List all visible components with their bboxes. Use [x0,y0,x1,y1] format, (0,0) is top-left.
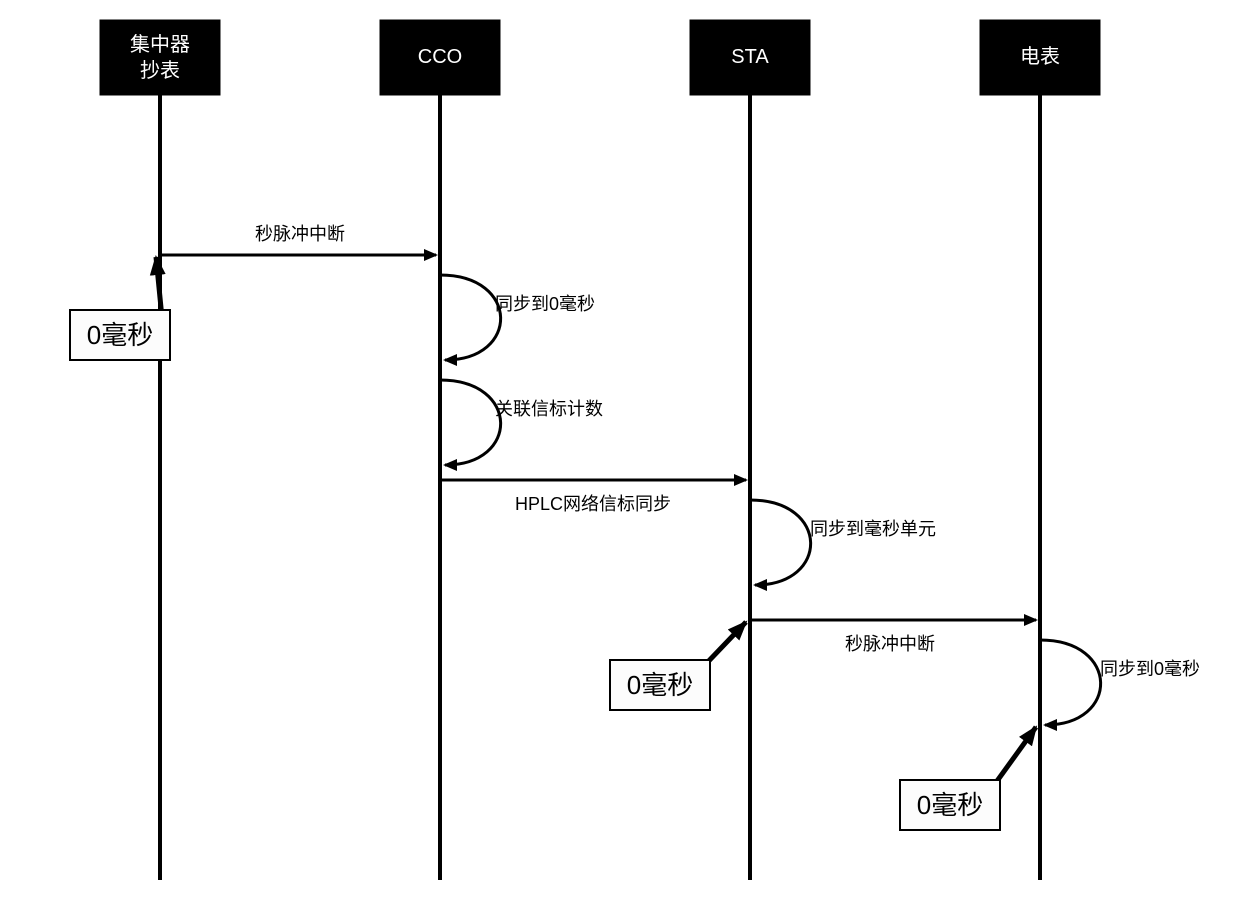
actor-label: 集中器 [130,33,190,56]
message-label: 同步到0毫秒 [495,294,595,314]
note-text: 0毫秒 [87,320,153,350]
message-label: HPLC网络信标同步 [515,494,671,514]
message-label: 秒脉冲中断 [845,634,935,654]
message-label: 秒脉冲中断 [255,224,345,244]
self-message [1040,640,1101,725]
note-text: 0毫秒 [627,670,693,700]
actor-label: STA [731,46,769,68]
self-message [440,275,501,360]
actor-label: CCO [418,46,462,68]
self-message [750,500,811,585]
actor-box [100,20,220,95]
message-label: 关联信标计数 [495,399,603,419]
actor-label: 抄表 [140,59,180,82]
actor-label: 电表 [1020,45,1060,68]
self-message [440,380,501,465]
message-label: 同步到毫秒单元 [810,519,936,539]
message-label: 同步到0毫秒 [1100,659,1200,679]
note-text: 0毫秒 [917,790,983,820]
note-connector [992,727,1036,788]
sequence-diagram: 集中器抄表CCOSTA电表秒脉冲中断同步到0毫秒关联信标计数HPLC网络信标同步… [0,0,1240,900]
